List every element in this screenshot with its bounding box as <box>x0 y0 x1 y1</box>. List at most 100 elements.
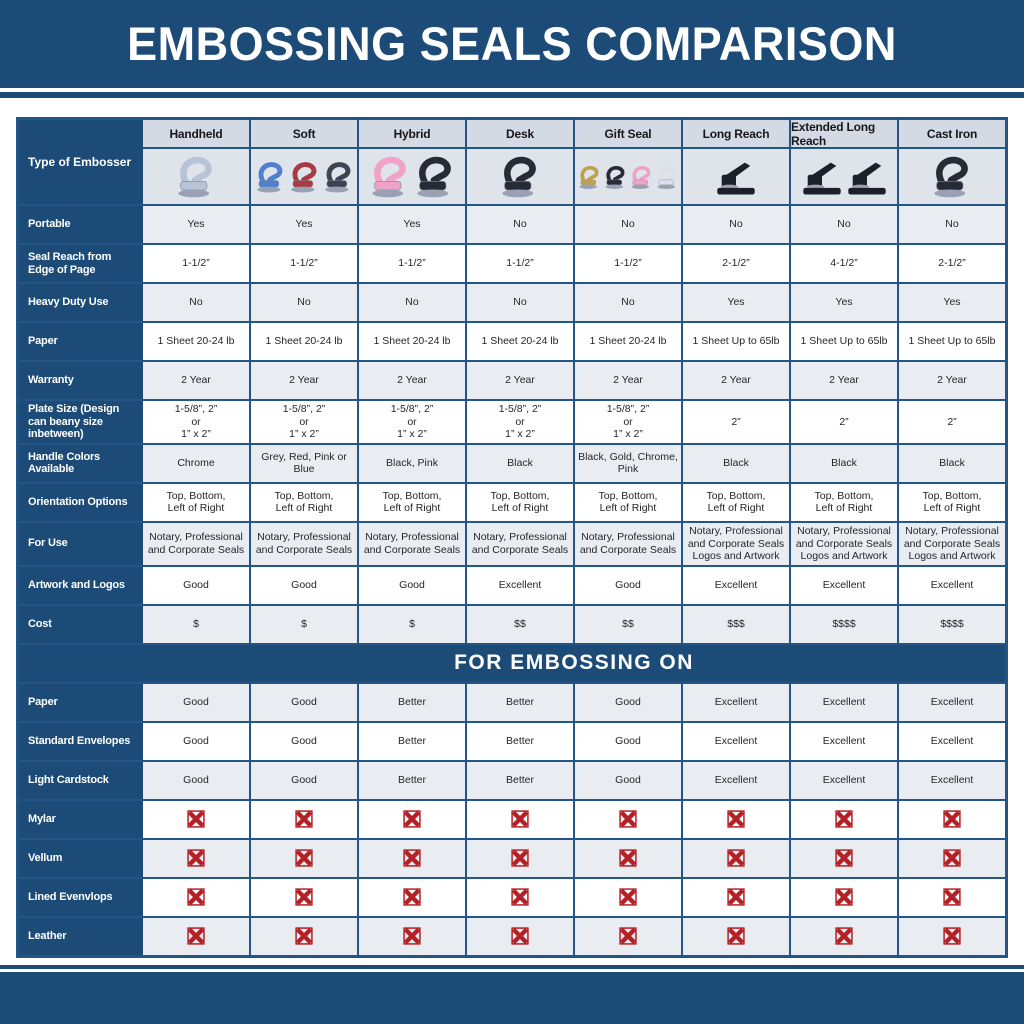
cross-in-box-icon <box>187 849 205 867</box>
cell: $$ <box>575 605 683 643</box>
cell <box>683 878 791 916</box>
cell: Excellent <box>791 722 899 760</box>
cell: Good <box>251 566 359 604</box>
page-footer <box>0 965 1024 1024</box>
cell: 2 Year <box>575 362 683 399</box>
cell: Good <box>143 761 251 799</box>
cell: 2 Year <box>467 362 575 399</box>
embosser-image <box>324 162 350 193</box>
cell: Better <box>359 722 467 760</box>
embosser-image <box>802 162 841 195</box>
cell: No <box>143 284 251 321</box>
row-label: Warranty <box>19 362 143 399</box>
cross-in-box-icon <box>403 927 421 945</box>
cell <box>683 917 791 955</box>
cross-in-box-icon <box>187 810 205 828</box>
row-label: Plate Size (Design can beany size inbetw… <box>19 401 143 443</box>
cell: Notary, Professional and Corporate Seals… <box>899 522 1005 565</box>
cell: No <box>359 284 467 321</box>
cell: 2 Year <box>683 362 791 399</box>
cell: Black <box>899 444 1005 482</box>
cell <box>575 800 683 838</box>
row-label: Paper <box>19 323 143 360</box>
cell: 1 Sheet Up to 65lb <box>791 323 899 360</box>
embosser-image <box>657 166 676 189</box>
row-label: Cost <box>19 605 143 643</box>
column-header-hybrid: Hybrid <box>359 120 467 147</box>
row-label: Vellum <box>19 839 143 877</box>
table-header: Type of Embosser Handheld Soft Hybrid Desk G… <box>19 120 1005 204</box>
cross-in-box-icon <box>187 927 205 945</box>
cell: 1 Sheet 20-24 lb <box>359 323 467 360</box>
table-row: Paper 1 Sheet 20-24 lb 1 Sheet 20-24 lb 1 S… <box>19 321 1005 360</box>
embosser-image <box>579 166 598 189</box>
cell: $ <box>359 605 467 643</box>
cell: 1-1/2” <box>359 245 467 282</box>
cross-in-box-icon <box>727 888 745 906</box>
cell: 1-5/8”, 2” or 1” x 2” <box>575 401 683 443</box>
cell: 1-5/8”, 2” or 1” x 2” <box>359 401 467 443</box>
cell: 1 Sheet 20-24 lb <box>143 323 251 360</box>
row-label: For Use <box>19 522 143 565</box>
cell: Top, Bottom, Left of Right <box>899 483 1005 521</box>
column-header-area: Handheld Soft Hybrid Desk Gift Seal Long Reac… <box>143 120 1005 204</box>
cell <box>467 800 575 838</box>
embosser-images-row <box>143 149 1005 204</box>
cell: Good <box>575 722 683 760</box>
cell <box>683 839 791 877</box>
embosser-image <box>256 162 282 193</box>
cross-in-box-icon <box>619 810 637 828</box>
corner-label: Type of Embosser <box>19 120 143 204</box>
cell: Black <box>791 444 899 482</box>
cell: Excellent <box>683 722 791 760</box>
cell: 1-1/2” <box>143 245 251 282</box>
cell: Good <box>143 722 251 760</box>
page-title: EMBOSSING SEALS COMPARISON <box>127 16 897 71</box>
cross-in-box-icon <box>511 888 529 906</box>
cell: No <box>575 206 683 243</box>
page-header: EMBOSSING SEALS COMPARISON <box>0 0 1024 88</box>
cell: Black, Gold, Chrome, Pink <box>575 444 683 482</box>
cell: Top, Bottom, Left of Right <box>791 483 899 521</box>
embosser-image <box>605 166 624 189</box>
cell <box>467 878 575 916</box>
cast-iron-embosser-photo <box>899 149 1005 204</box>
cross-in-box-icon <box>295 927 313 945</box>
table-row: Handle Colors Available Chrome Grey, Red, … <box>19 442 1005 482</box>
cell <box>359 917 467 955</box>
table-row: Standard Envelopes Good Good Better Better Go… <box>19 720 1005 760</box>
embosser-image <box>178 156 212 198</box>
cross-in-box-icon <box>727 810 745 828</box>
cell: $$ <box>467 605 575 643</box>
cell: 1-5/8”, 2” or 1” x 2” <box>143 401 251 443</box>
cell: Black, Pink <box>359 444 467 482</box>
row-label: Portable <box>19 206 143 243</box>
section-header-label: FOR EMBOSSING ON <box>454 651 694 675</box>
cell: Good <box>575 566 683 604</box>
cell: 1-1/2” <box>575 245 683 282</box>
cross-in-box-icon <box>403 849 421 867</box>
cell: $$$$ <box>899 605 1005 643</box>
cell: Black <box>683 444 791 482</box>
cell: Good <box>251 683 359 721</box>
table-row: Cost $ $ $ $$ $$ $$$ $$$$ $$$$ <box>19 603 1005 643</box>
cell <box>359 800 467 838</box>
gift-seal-embosser-photo <box>575 149 683 204</box>
cell: Excellent <box>791 761 899 799</box>
cross-in-box-icon <box>727 927 745 945</box>
cross-in-box-icon <box>835 927 853 945</box>
cross-in-box-icon <box>727 849 745 867</box>
cell: Notary, Professional and Corporate Seals <box>251 522 359 565</box>
section-header-spacer <box>19 645 143 682</box>
cell: Top, Bottom, Left of Right <box>359 483 467 521</box>
cell: 4-1/2” <box>791 245 899 282</box>
cell: Yes <box>359 206 467 243</box>
cell: $ <box>143 605 251 643</box>
cell: No <box>467 284 575 321</box>
cell: No <box>791 206 899 243</box>
row-label: Lined Evenvlops <box>19 878 143 916</box>
cell: 1-1/2” <box>467 245 575 282</box>
cross-in-box-icon <box>511 849 529 867</box>
cell: 1 Sheet 20-24 lb <box>575 323 683 360</box>
